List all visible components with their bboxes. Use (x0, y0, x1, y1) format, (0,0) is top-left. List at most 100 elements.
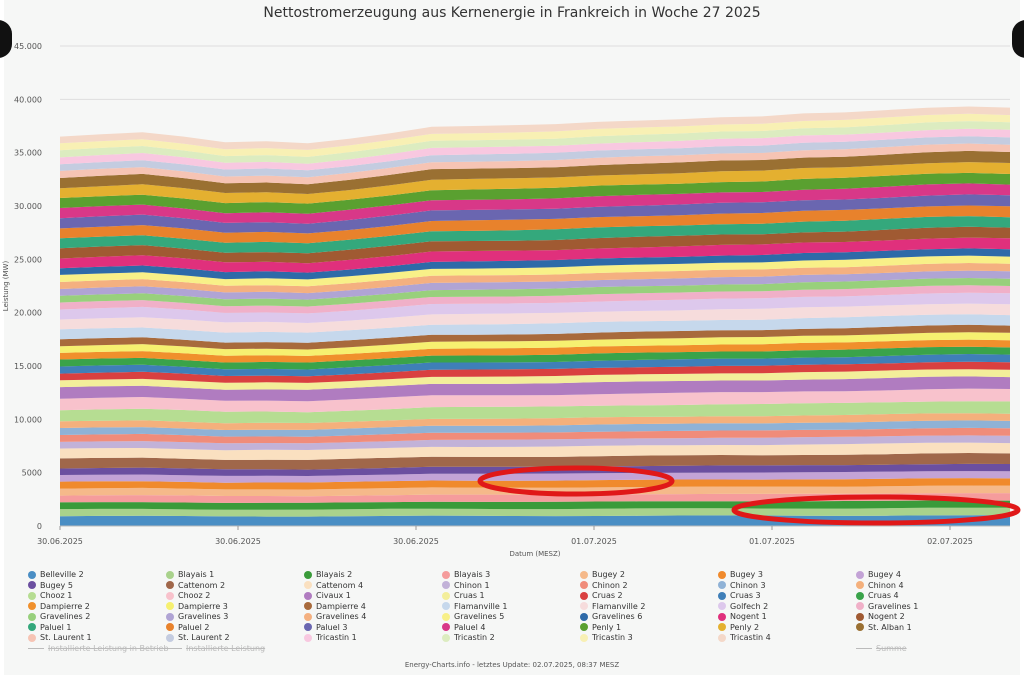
legend-item[interactable]: Cattenom 4 (304, 581, 363, 590)
legend-item[interactable]: Paluel 2 (166, 623, 209, 632)
area-tricastin-2[interactable] (60, 121, 1010, 164)
legend-item[interactable]: Gravelines 5 (442, 612, 504, 621)
area-bugey-4[interactable] (60, 471, 1010, 483)
area-chooz-1[interactable] (60, 401, 1010, 424)
legend-item[interactable]: Penly 1 (580, 623, 621, 632)
area-dampierre-2[interactable] (60, 339, 1010, 363)
scroll-right-control[interactable] (1012, 20, 1024, 58)
legend-item[interactable]: Chinon 3 (718, 581, 766, 590)
area-blayais-1[interactable] (60, 507, 1010, 517)
legend-item[interactable]: Nogent 1 (718, 612, 767, 621)
legend-item[interactable]: Gravelines 4 (304, 612, 366, 621)
area-dampierre-4[interactable] (60, 324, 1010, 350)
legend-item[interactable]: Tricastin 3 (580, 633, 633, 642)
legend-item[interactable]: Golfech 2 (718, 602, 768, 611)
area-paluel-1[interactable] (60, 216, 1010, 254)
legend-item[interactable]: Cruas 2 (580, 591, 623, 600)
legend-item[interactable]: Gravelines 2 (28, 612, 90, 621)
area-nogent-2[interactable] (60, 226, 1010, 264)
legend-item[interactable]: Tricastin 2 (442, 633, 495, 642)
area-golfech-2[interactable] (60, 292, 1010, 323)
legend-item[interactable]: Blayais 1 (166, 570, 214, 579)
legend-item[interactable]: St. Alban 1 (856, 623, 912, 632)
legend-item[interactable]: Dampierre 4 (304, 602, 366, 611)
legend-item[interactable]: Cruas 1 (442, 591, 485, 600)
legend-swatch (442, 591, 450, 600)
area-paluel-3[interactable] (60, 194, 1010, 234)
area-paluel-4[interactable] (60, 183, 1010, 224)
area-cruas-1[interactable] (60, 369, 1010, 390)
legend-item[interactable]: St. Laurent 2 (166, 633, 230, 642)
legend-item[interactable]: Tricastin 4 (718, 633, 771, 642)
area-chinon-4[interactable] (60, 413, 1010, 430)
legend-item[interactable]: Paluel 3 (304, 623, 347, 632)
area-bugey-3[interactable] (60, 478, 1010, 490)
legend-item[interactable]: Blayais 2 (304, 570, 352, 579)
area-tricastin-1[interactable] (60, 128, 1010, 171)
area-cruas-3[interactable] (60, 354, 1010, 377)
legend-item[interactable]: Tricastin 1 (304, 633, 357, 642)
area-st-laurent-1[interactable] (60, 143, 1010, 185)
legend-item[interactable]: Cruas 4 (856, 591, 899, 600)
legend-item[interactable]: Nogent 2 (856, 612, 905, 621)
area-chinon-3[interactable] (60, 420, 1010, 437)
legend-item[interactable]: Dampierre 3 (166, 602, 228, 611)
scroll-left-control[interactable] (0, 20, 12, 58)
legend-item[interactable]: Paluel 1 (28, 623, 71, 632)
area-tricastin-4[interactable] (60, 106, 1010, 150)
area-gravelines-5[interactable] (60, 255, 1010, 287)
legend-item[interactable]: Cattenom 2 (166, 581, 225, 590)
legend-item[interactable]: Bugey 4 (856, 570, 901, 579)
area-chooz-2[interactable] (60, 388, 1010, 413)
legend-item-hidden[interactable]: Installierte Leistung (166, 644, 265, 653)
legend-item-hidden[interactable]: Summe (856, 644, 907, 653)
legend-item[interactable]: Gravelines 1 (856, 602, 918, 611)
area-chinon-2[interactable] (60, 427, 1010, 444)
area-gravelines-2[interactable] (60, 278, 1010, 307)
area-penly-2[interactable] (60, 162, 1010, 204)
legend-item[interactable]: Gravelines 3 (166, 612, 228, 621)
legend-item[interactable]: Chooz 1 (28, 591, 72, 600)
legend-item[interactable]: Gravelines 6 (580, 612, 642, 621)
area-flamanville-1[interactable] (60, 314, 1010, 343)
area-penly-1[interactable] (60, 172, 1010, 214)
area-gravelines-1[interactable] (60, 285, 1010, 314)
legend-item[interactable]: Belleville 2 (28, 570, 84, 579)
legend-item[interactable]: Civaux 1 (304, 591, 351, 600)
legend-item[interactable]: St. Laurent 1 (28, 633, 92, 642)
area-flamanville-2[interactable] (60, 303, 1010, 333)
legend-item[interactable]: Bugey 2 (580, 570, 625, 579)
legend-item[interactable]: Chinon 4 (856, 581, 904, 590)
area-st-alban-1[interactable] (60, 150, 1010, 194)
area-cattenom-2[interactable] (60, 453, 1010, 470)
legend-item-hidden[interactable]: Installierte Leistung in Betrieb (28, 644, 169, 653)
legend-label: Penly 1 (592, 622, 622, 632)
area-cruas-2[interactable] (60, 361, 1010, 383)
legend-item[interactable]: Penly 2 (718, 623, 759, 632)
legend-item[interactable]: Blayais 3 (442, 570, 490, 579)
area-gravelines-3[interactable] (60, 270, 1010, 300)
legend-item[interactable]: Chinon 2 (580, 581, 628, 590)
area-gravelines-6[interactable] (60, 248, 1010, 280)
area-dampierre-3[interactable] (60, 332, 1010, 356)
legend-item[interactable]: Flamanville 1 (442, 602, 507, 611)
area-tricastin-3[interactable] (60, 113, 1010, 157)
legend-item[interactable]: Cruas 3 (718, 591, 761, 600)
area-cruas-4[interactable] (60, 346, 1010, 370)
legend-item[interactable]: Bugey 3 (718, 570, 763, 579)
legend-item[interactable]: Flamanville 2 (580, 602, 645, 611)
area-gravelines-4[interactable] (60, 263, 1010, 294)
legend-item[interactable]: Paluel 4 (442, 623, 485, 632)
area-st-laurent-2[interactable] (60, 136, 1010, 178)
legend-label: Cruas 3 (730, 591, 761, 600)
legend-item[interactable]: Bugey 5 (28, 581, 73, 590)
legend-label: Gravelines 2 (40, 612, 91, 621)
area-chinon-1[interactable] (60, 435, 1010, 451)
area-cattenom-4[interactable] (60, 442, 1010, 460)
legend-item[interactable]: Chooz 2 (166, 591, 210, 600)
legend-item[interactable]: Dampierre 2 (28, 602, 90, 611)
area-paluel-2[interactable] (60, 205, 1010, 244)
legend-item[interactable]: Chinon 1 (442, 581, 490, 590)
area-nogent-1[interactable] (60, 237, 1010, 273)
area-civaux-1[interactable] (60, 376, 1010, 402)
